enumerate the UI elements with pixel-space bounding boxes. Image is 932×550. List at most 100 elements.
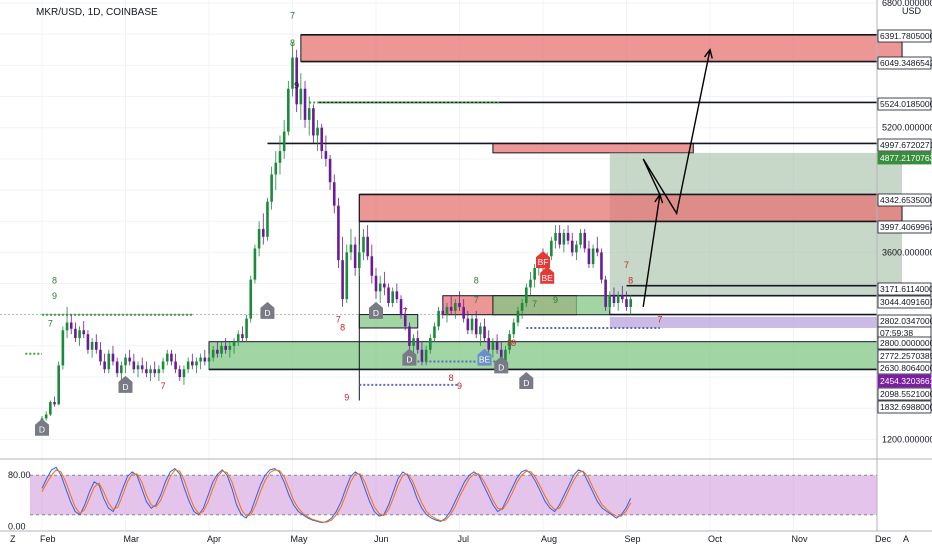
- candle-body: [587, 248, 591, 265]
- candle-body: [86, 334, 90, 350]
- candle-body: [295, 57, 298, 105]
- stoch-tick-label: 0.00: [8, 522, 26, 532]
- candle-body: [245, 318, 248, 339]
- y-tick-label: 6800.00000000: [882, 0, 932, 8]
- x-tick-label: Aug: [541, 534, 557, 544]
- marker-label: BF: [538, 257, 549, 267]
- candle-body: [216, 349, 219, 354]
- candle-body: [516, 310, 520, 323]
- candle-body: [445, 306, 449, 315]
- candle-body: [595, 248, 599, 253]
- a-label[interactable]: A: [903, 534, 909, 544]
- x-tick-label: Sep: [625, 534, 641, 544]
- candle-body: [332, 182, 336, 206]
- candle-body: [157, 369, 161, 374]
- candle-body: [270, 174, 273, 202]
- marker-badge: [519, 371, 534, 389]
- candle-body: [533, 267, 536, 280]
- markers: D D D D D BE D D BF BE: [35, 251, 555, 436]
- price-label-box: [877, 295, 932, 309]
- marker-badge: [494, 356, 509, 374]
- candle-body: [399, 299, 403, 315]
- candles: [40, 41, 632, 428]
- marker-label: D: [122, 382, 128, 392]
- candle-body: [111, 353, 115, 362]
- candle-body: [228, 345, 232, 350]
- count-label: 9: [511, 338, 516, 348]
- marker-badge: [35, 418, 49, 436]
- z-label[interactable]: Z: [10, 534, 16, 544]
- candle-body: [69, 322, 73, 329]
- price-label-text: 3044.40916010: [880, 297, 932, 307]
- candle-body: [99, 349, 102, 362]
- candle-body: [554, 232, 557, 241]
- candle-body: [153, 369, 157, 374]
- candle-body: [458, 303, 461, 307]
- price-label-box: [877, 282, 932, 296]
- price-label-text: 5524.01850000: [880, 99, 932, 109]
- candle-body: [391, 291, 394, 304]
- candle-body: [512, 322, 516, 335]
- projection-path: [642, 48, 713, 308]
- zones: [208, 34, 903, 370]
- price-label-text: 2098.55210000: [880, 389, 932, 399]
- count-label: 8: [52, 276, 57, 286]
- candle-body: [82, 330, 86, 335]
- price-label-text: 6391.78050000: [880, 31, 932, 41]
- projection-arrowhead-first: [654, 192, 664, 204]
- stoch-tick-label: 80.00: [8, 470, 31, 480]
- candle-body: [74, 328, 77, 339]
- candle-body: [504, 349, 507, 362]
- candle-body: [57, 365, 60, 405]
- candle-body: [303, 88, 307, 120]
- candle-body: [362, 236, 365, 253]
- candle-body: [94, 342, 98, 350]
- candle-body: [345, 252, 349, 300]
- candle-body: [124, 357, 127, 366]
- price-label-text: 2802.03470000: [880, 316, 932, 326]
- candle-body: [316, 127, 319, 136]
- candle-body: [395, 291, 399, 300]
- count-label: 7: [474, 295, 479, 305]
- supply-zone: [492, 142, 694, 154]
- count-label: 8: [449, 373, 454, 383]
- candle-body: [287, 88, 290, 132]
- marker-badge: [540, 266, 555, 284]
- marker-label: D: [523, 378, 529, 388]
- candle-body: [186, 361, 190, 370]
- candle-body: [53, 402, 56, 405]
- candle-body: [449, 306, 453, 311]
- count-label: 7: [403, 307, 408, 317]
- stoch-d-line: [41, 469, 632, 523]
- x-tick-label: Apr: [207, 534, 221, 544]
- candle-body: [424, 349, 428, 362]
- candle-body: [178, 369, 182, 378]
- candle-body: [604, 279, 607, 307]
- candle-body: [441, 310, 445, 315]
- candle-body: [403, 314, 407, 327]
- projection-line: [642, 49, 711, 308]
- y-tick-label: 1200.00000000: [882, 434, 932, 444]
- time-axis[interactable]: Feb Mar Apr May Jun Jul Aug Sep Oct Nov Dec: [40, 534, 892, 544]
- supply-zone: [358, 193, 903, 222]
- marker-badge: [536, 251, 550, 269]
- price-label-text: 07:59:38: [880, 328, 913, 338]
- candle-body: [337, 205, 340, 261]
- y-tick-label: 3600.00000000: [882, 247, 932, 257]
- candle-body: [224, 345, 227, 350]
- candle-body: [474, 318, 478, 335]
- count-label: 8: [340, 322, 345, 332]
- candle-body: [353, 244, 357, 268]
- candle-body: [495, 342, 499, 350]
- candle-body: [257, 229, 261, 249]
- candle-body: [566, 232, 570, 241]
- candle-body: [307, 108, 311, 120]
- x-tick-label: Nov: [792, 534, 809, 544]
- candle-body: [44, 414, 48, 419]
- candle-body: [282, 131, 286, 152]
- y-tick-label: 5200.00000000: [882, 123, 932, 133]
- marker-label: BE: [542, 273, 554, 283]
- candle-body: [408, 326, 411, 346]
- count-label: 9: [52, 291, 57, 301]
- price-label-text: 2772.25703852: [880, 351, 932, 361]
